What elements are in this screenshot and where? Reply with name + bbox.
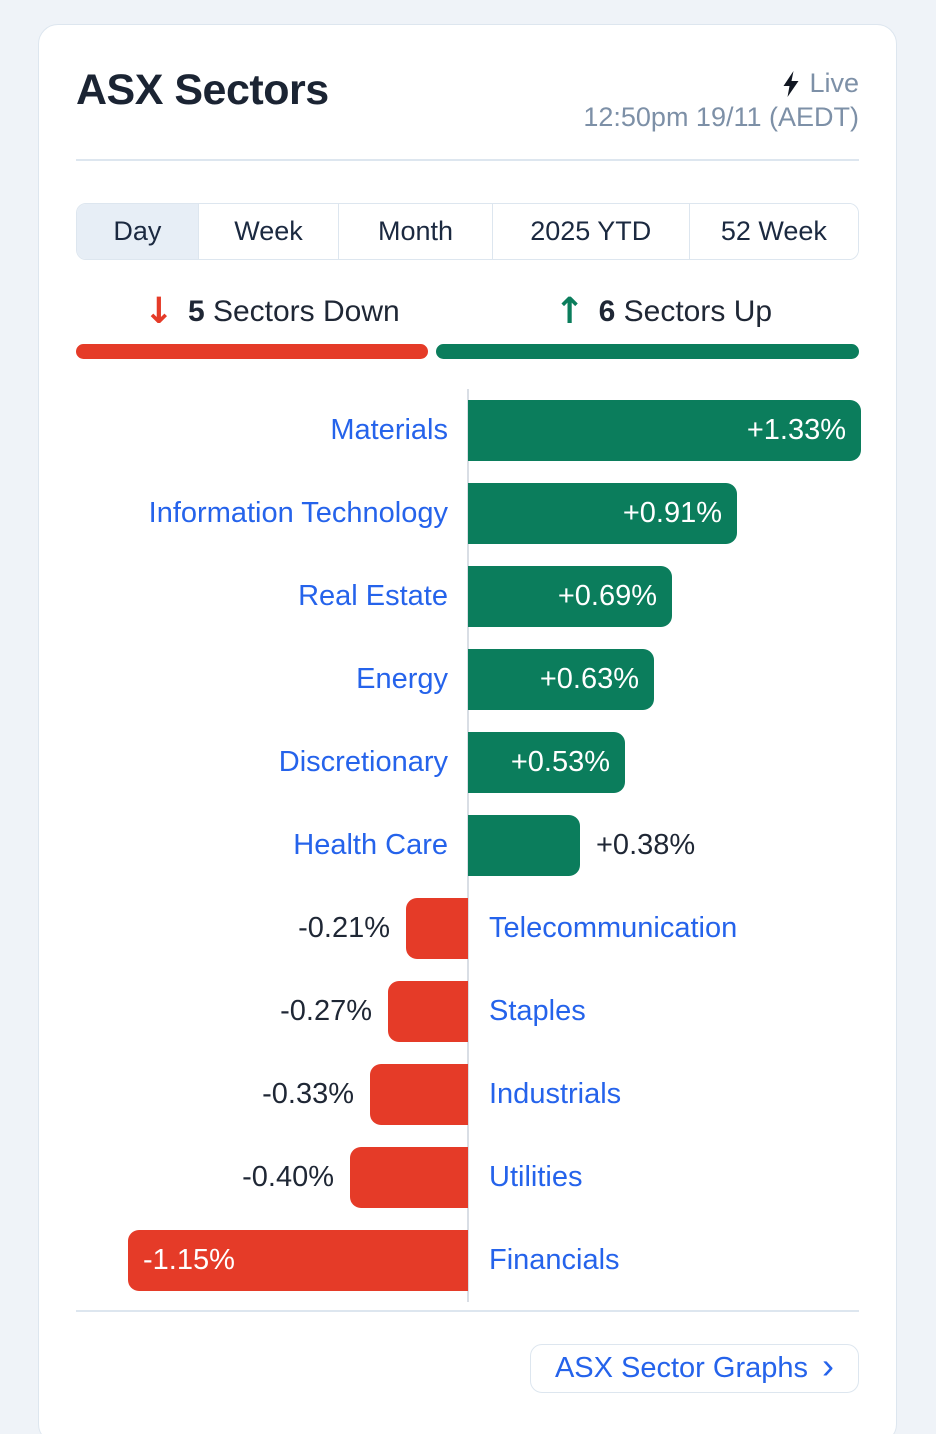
chart-divider <box>76 1309 859 1312</box>
chart-row: Information Technology +0.91% <box>76 472 861 555</box>
asx-sectors-card: ASX Sectors Live 12:50pm 19/11 (AEDT) Da… <box>38 24 897 1434</box>
chart-row: Health Care +0.38% <box>76 804 861 887</box>
page-title: ASX Sectors <box>76 66 329 114</box>
sector-label-link[interactable]: Information Technology <box>148 496 448 529</box>
down-ratio-segment <box>76 343 429 359</box>
sector-label-link[interactable]: Industrials <box>489 1077 622 1110</box>
asx-sector-graphs-button[interactable]: ASX Sector Graphs › <box>529 1343 859 1393</box>
sector-bar <box>128 1229 468 1291</box>
sector-bar-chart: Materials +1.33% Information Technology +0.… <box>76 388 861 1302</box>
sector-value-label: -0.33% <box>262 1077 354 1110</box>
sectors-up-text: 6 Sectors Up <box>599 295 772 329</box>
sectors-down-label: Sectors Down <box>212 294 400 328</box>
chart-row: Industrials -0.33% <box>76 1053 861 1136</box>
sector-value-label: +0.53% <box>510 745 610 778</box>
sector-label-link[interactable]: Energy <box>356 662 448 695</box>
sector-bar <box>468 814 580 876</box>
up-arrow-icon: ↑ <box>554 290 585 332</box>
tab-week[interactable]: Week <box>198 203 340 259</box>
tab-2025-ytd[interactable]: 2025 YTD <box>492 203 690 259</box>
sector-value-label: +0.91% <box>622 496 722 529</box>
sectors-down-text: 5 Sectors Down <box>188 295 400 329</box>
sector-bar <box>388 980 468 1042</box>
sectors-down-summary: ↓ 5 Sectors Down <box>76 290 468 332</box>
sector-value-label: +1.33% <box>746 413 846 446</box>
sector-bar <box>406 897 468 959</box>
tab-52-week[interactable]: 52 Week <box>689 203 858 259</box>
timestamp: 12:50pm 19/11 (AEDT) <box>583 101 859 132</box>
live-row: Live <box>583 67 859 101</box>
sector-value-label: +0.63% <box>539 662 639 695</box>
sectors-up-label: Sectors Up <box>623 294 773 328</box>
chart-row: Real Estate +0.69% <box>76 555 861 638</box>
sector-value-label: -0.27% <box>280 994 372 1027</box>
sectors-up-summary: ↑ 6 Sectors Up <box>468 290 860 332</box>
chart-row: Telecommunication -0.21% <box>76 887 861 970</box>
header-divider <box>76 158 859 161</box>
sector-bar <box>468 482 737 544</box>
sector-value-label: -0.40% <box>242 1160 334 1193</box>
chart-row: Staples -0.27% <box>76 970 861 1053</box>
sector-bar <box>468 565 672 627</box>
sector-label-link[interactable]: Telecommunication <box>489 911 738 944</box>
card-footer: ASX Sector Graphs › <box>76 1343 859 1393</box>
sector-label-link[interactable]: Utilities <box>489 1160 583 1193</box>
sector-label-link[interactable]: Health Care <box>293 828 448 861</box>
sector-bar <box>350 1146 468 1208</box>
chart-row: Discretionary +0.53% <box>76 721 861 804</box>
sector-bar <box>468 648 654 710</box>
live-label: Live <box>809 68 859 98</box>
sector-bar <box>468 731 625 793</box>
down-arrow-icon: ↓ <box>143 290 174 332</box>
sector-label-link[interactable]: Staples <box>489 994 586 1027</box>
live-status-block: Live 12:50pm 19/11 (AEDT) <box>583 67 859 135</box>
chart-row: Materials +1.33% <box>76 389 861 472</box>
sector-label-link[interactable]: Financials <box>489 1243 620 1276</box>
chart-row: Utilities -0.40% <box>76 1136 861 1219</box>
chevron-right-icon: › <box>822 1345 834 1386</box>
sector-label-link[interactable]: Real Estate <box>298 579 448 612</box>
lightning-bolt-icon <box>782 70 800 97</box>
tab-month[interactable]: Month <box>339 203 493 259</box>
sector-bar <box>468 399 861 461</box>
sectors-up-count: 6 <box>598 294 616 328</box>
sector-value-label: -0.21% <box>298 911 390 944</box>
sectors-summary: ↓ 5 Sectors Down ↑ 6 Sectors Up <box>76 290 860 332</box>
card-header: ASX Sectors Live 12:50pm 19/11 (AEDT) <box>76 25 859 135</box>
asx-sector-graphs-label: ASX Sector Graphs <box>554 1351 808 1384</box>
down-up-ratio-bar <box>76 343 859 359</box>
sector-bar <box>370 1063 468 1125</box>
tab-day[interactable]: Day <box>77 203 199 259</box>
chart-row: Energy +0.63% <box>76 638 861 721</box>
sector-label-link[interactable]: Discretionary <box>278 745 448 778</box>
sector-value-label: -1.15% <box>143 1243 235 1276</box>
sector-value-label: +0.69% <box>557 579 657 612</box>
up-ratio-segment <box>436 343 859 359</box>
sector-value-label: +0.38% <box>596 828 696 861</box>
sector-label-link[interactable]: Materials <box>330 413 448 446</box>
sectors-down-count: 5 <box>187 294 205 328</box>
period-tab-bar: Day Week Month 2025 YTD 52 Week <box>76 202 859 260</box>
chart-row: Financials -1.15% <box>76 1219 861 1302</box>
